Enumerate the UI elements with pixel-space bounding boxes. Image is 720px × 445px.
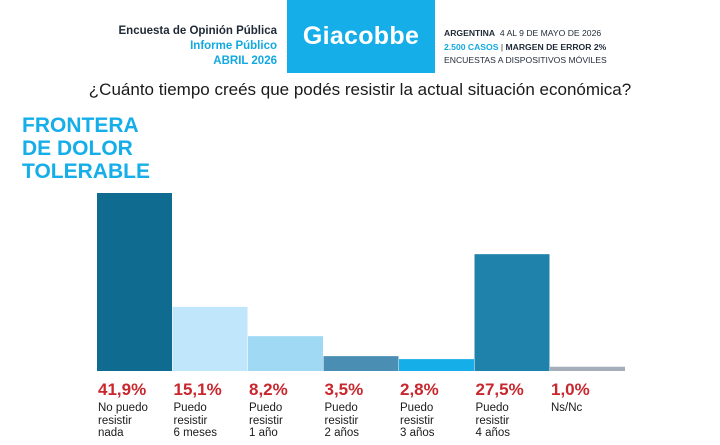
country: ARGENTINA bbox=[444, 28, 496, 38]
bar-1 bbox=[97, 193, 172, 371]
category-label-group: 3,5% Puedo resistir 2 años bbox=[325, 380, 364, 440]
category-label-group: 2,8% Puedo resistir 3 años bbox=[400, 380, 439, 440]
chart-subtitle: FRONTERA DE DOLOR TOLERABLE bbox=[22, 114, 150, 183]
cases-count: 2.500 CASOS bbox=[444, 41, 499, 52]
category-label-group: 15,1% Puedo resistir 6 meses bbox=[174, 380, 222, 440]
bar-2 bbox=[172, 306, 248, 371]
report-date: ABRIL 2026 bbox=[213, 55, 277, 67]
value-label: 8,2% bbox=[249, 380, 288, 399]
category-label: Ns/Nc bbox=[551, 402, 583, 414]
bar-5 bbox=[399, 359, 474, 371]
value-label: 27,5% bbox=[475, 380, 524, 399]
category-label-group: 8,2% Puedo resistir 1 año bbox=[249, 380, 288, 440]
category-label-group: 27,5% Puedo resistir 4 años bbox=[476, 380, 524, 440]
value-label: 3,5% bbox=[324, 380, 364, 399]
value-label: 41,9% bbox=[98, 380, 147, 399]
category-label: Puedo resistir 2 años bbox=[324, 402, 360, 439]
bar-4 bbox=[323, 356, 399, 371]
survey-header: Encuesta de Opinión Pública Informe Públ… bbox=[119, 24, 277, 69]
category-label: Puedo resistir 3 años bbox=[400, 402, 435, 439]
bar-3 bbox=[248, 336, 323, 371]
bar-7 bbox=[550, 366, 625, 371]
survey-title: Encuesta de Opinión Pública bbox=[118, 25, 277, 37]
value-label: 1,0% bbox=[551, 380, 590, 399]
category-label-group: 1,0% Ns/Nc bbox=[551, 380, 590, 415]
margin-of-error: MARGEN DE ERROR 2% bbox=[505, 41, 607, 52]
chart-title: ¿Cuánto tiempo creés que podés resistir … bbox=[88, 80, 632, 99]
value-label: 2,8% bbox=[400, 380, 439, 399]
category-label: Puedo resistir 4 años bbox=[475, 402, 511, 439]
survey-method: ENCUESTAS A DISPOSITIVOS MÓVILES bbox=[444, 55, 607, 65]
survey-details: ARGENTINA 4 AL 9 DE MAYO DE 2026 2.500 C… bbox=[444, 27, 607, 68]
category-label: Puedo resistir 1 año bbox=[249, 402, 283, 439]
category-label-group: 41,9% No puedo resistir nada bbox=[98, 380, 148, 440]
category-label: Puedo resistir 6 meses bbox=[173, 402, 217, 439]
brand-logo-box: Giacobbe bbox=[287, 0, 435, 73]
value-label: 15,1% bbox=[173, 380, 222, 399]
field-dates: 4 AL 9 DE MAYO DE 2026 bbox=[499, 28, 602, 38]
category-label: No puedo resistir nada bbox=[98, 402, 148, 439]
bar-6 bbox=[474, 254, 550, 371]
brand-logo-text: Giacobbe bbox=[302, 22, 420, 50]
report-type: Informe Público bbox=[190, 40, 277, 52]
